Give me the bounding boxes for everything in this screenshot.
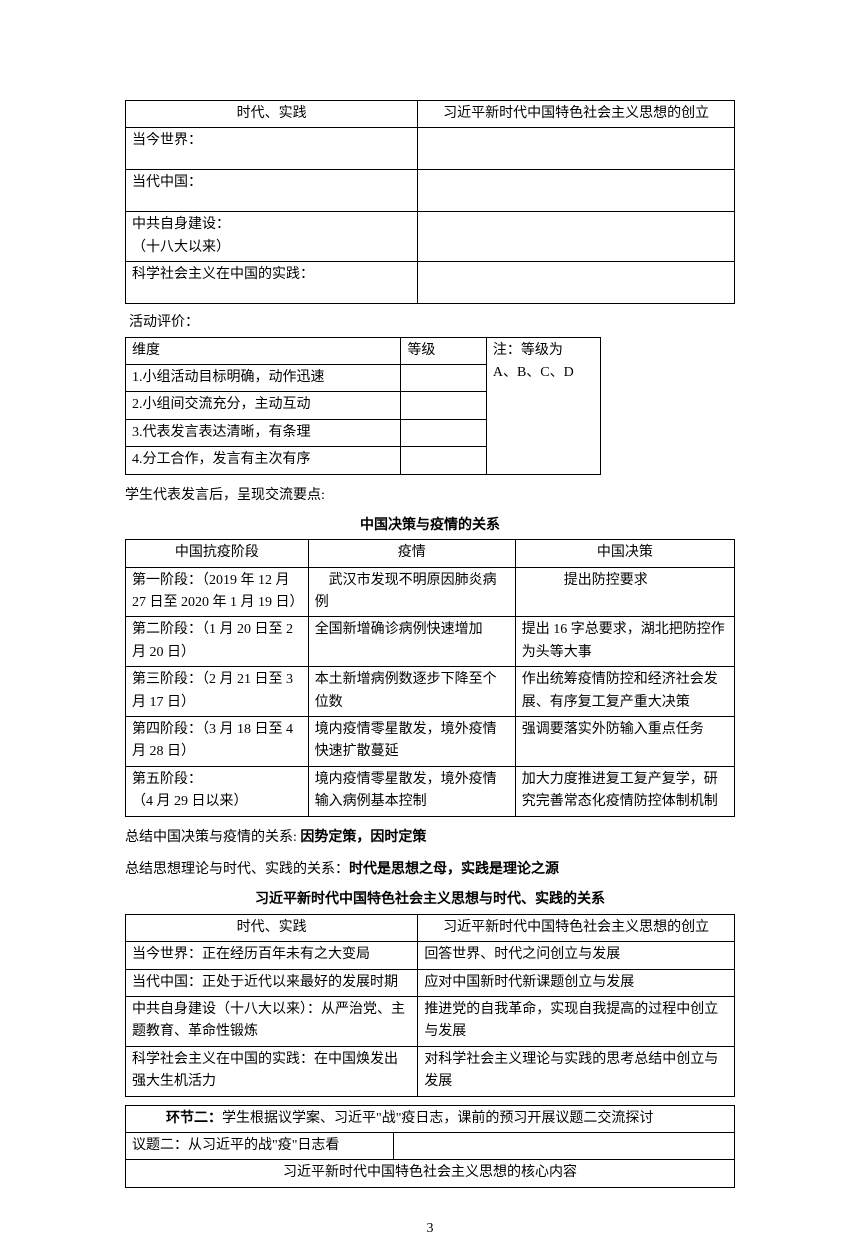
table-row: 当代中国：正处于近代以来最好的发展时期 应对中国新时代新课题创立与发展 [126,969,735,996]
summary-2-pre: 总结思想理论与时代、实践的关系： [125,862,349,877]
cell: 科学社会主义在中国的实践： [126,262,418,304]
table-row: 维度 等级 注：等级为 A、B、C、D [126,337,601,364]
cell: 本土新增病例数逐步下降至个位数 [308,667,515,717]
table-row: 时代、实践 习近平新时代中国特色社会主义思想的创立 [126,101,735,128]
summary-1: 总结中国决策与疫情的关系: 因势定策，因时定策 [125,827,735,849]
cell: 加大力度推进复工复产复学，研究完善常态化疫情防控体制机制 [515,766,734,816]
cell: 2.小组间交流充分，主动互动 [126,392,401,419]
header-cell: 中国决策 [515,540,734,567]
table-row: 当代中国： [126,170,735,212]
cell: 第五阶段： （4 月 29 日以来） [126,766,309,816]
topic-two-line2: 习近平新时代中国特色社会主义思想的核心内容 [126,1160,735,1187]
cell: 当代中国： [126,170,418,212]
cell [418,262,735,304]
title-xi: 习近平新时代中国特色社会主义思想与时代、实践的关系 [125,889,735,911]
note-cell: 注：等级为 A、B、C、D [486,337,600,474]
cell: 第三阶段：（2 月 21 日至 3 月 17 日） [126,667,309,717]
section-two-line: 环节二：学生根据议学案、习近平"战"疫日志，课前的预习开展议题二交流探讨 [126,1105,735,1132]
title-relation: 中国决策与疫情的关系 [125,515,735,537]
summary-1-bold: 因势定策，因时定策 [300,830,426,845]
header-cell: 维度 [126,337,401,364]
summary-2-bold: 时代是思想之母，实践是理论之源 [349,862,559,877]
table-row: 中国抗疫阶段 疫情 中国决策 [126,540,735,567]
table-row: 第五阶段： （4 月 29 日以来） 境内疫情零星散发，境外疫情输入病例基本控制… [126,766,735,816]
table-row: 习近平新时代中国特色社会主义思想的核心内容 [126,1160,735,1187]
cell: 4.分工合作，发言有主次有序 [126,447,401,474]
cell: 第一阶段：（2019 年 12 月27 日至 2020 年 1 月 19 日） [126,567,309,617]
cell: 提出 16 字总要求，湖北把防控作为头等大事 [515,617,734,667]
table-row: 中共自身建设： （十八大以来） [126,212,735,262]
table-row: 当今世界：正在经历百年未有之大变局 回答世界、时代之问创立与发展 [126,942,735,969]
cell [401,447,486,474]
cell: 中共自身建设（十八大以来）：从严治党、主题教育、革命性锻炼 [126,996,418,1046]
summary-1-pre: 总结中国决策与疫情的关系: [125,830,300,845]
table-row: 当今世界： [126,128,735,170]
cell [418,128,735,170]
cell: 第四阶段：（3 月 18 日至 4 月 28 日） [126,717,309,767]
section-two-bold: 环节二： [166,1111,222,1126]
cell: 应对中国新时代新课题创立与发展 [418,969,735,996]
summary-2: 总结思想理论与时代、实践的关系：时代是思想之母，实践是理论之源 [125,859,735,881]
cell: 境内疫情零星散发，境外疫情快速扩散蔓延 [308,717,515,767]
header-cell: 习近平新时代中国特色社会主义思想的创立 [418,101,735,128]
cell: 科学社会主义在中国的实践：在中国焕发出强大生机活力 [126,1046,418,1096]
cell: 作出统筹疫情防控和经济社会发展、有序复工复产重大决策 [515,667,734,717]
cell: 提出防控要求 [515,567,734,617]
cell [418,212,735,262]
cell: 境内疫情零星散发，境外疫情输入病例基本控制 [308,766,515,816]
table-row: 第四阶段：（3 月 18 日至 4 月 28 日） 境内疫情零星散发，境外疫情快… [126,717,735,767]
table-row: 环节二：学生根据议学案、习近平"战"疫日志，课前的预习开展议题二交流探讨 [126,1105,735,1132]
header-cell: 时代、实践 [126,101,418,128]
table-decisions-epidemic: 中国抗疫阶段 疫情 中国决策 第一阶段：（2019 年 12 月27 日至 20… [125,539,735,816]
cell: 1.小组活动目标明确，动作迅速 [126,364,401,391]
cell: 3.代表发言表达清晰，有条理 [126,419,401,446]
cell: 中共自身建设： （十八大以来） [126,212,418,262]
table-row: 第二阶段：（1 月 20 日至 2 月 20 日） 全国新增确诊病例快速增加 提… [126,617,735,667]
table-row: 科学社会主义在中国的实践：在中国焕发出强大生机活力 对科学社会主义理论与实践的思… [126,1046,735,1096]
cell: 当今世界：正在经历百年未有之大变局 [126,942,418,969]
cell: 推进党的自我革命，实现自我提高的过程中创立与发展 [418,996,735,1046]
cell: 对科学社会主义理论与实践的思考总结中创立与发展 [418,1046,735,1096]
header-cell: 时代、实践 [126,914,418,941]
page-number: 3 [125,1218,735,1240]
cell [393,1132,734,1159]
header-cell: 习近平新时代中国特色社会主义思想的创立 [418,914,735,941]
cell: 回答世界、时代之问创立与发展 [418,942,735,969]
cell: 议题二：从习近平的战"疫"日志看 [126,1132,394,1159]
table-era-practice-filled: 时代、实践 习近平新时代中国特色社会主义思想的创立 当今世界：正在经历百年未有之… [125,914,735,1097]
table-row: 第一阶段：（2019 年 12 月27 日至 2020 年 1 月 19 日） … [126,567,735,617]
cell [401,364,486,391]
header-cell: 中国抗疫阶段 [126,540,309,567]
table-evaluation: 维度 等级 注：等级为 A、B、C、D 1.小组活动目标明确，动作迅速 2.小组… [125,337,601,475]
table-row: 议题二：从习近平的战"疫"日志看 [126,1132,735,1159]
cell: 当今世界： [126,128,418,170]
cell: 强调要落实外防输入重点任务 [515,717,734,767]
cell [401,392,486,419]
section-two-text: 学生根据议学案、习近平"战"疫日志，课前的预习开展议题二交流探讨 [222,1111,653,1126]
cell: 武汉市发现不明原因肺炎病例 [308,567,515,617]
cell [401,419,486,446]
table-row: 第三阶段：（2 月 21 日至 3 月 17 日） 本土新增病例数逐步下降至个位… [126,667,735,717]
cell: 全国新增确诊病例快速增加 [308,617,515,667]
table-section-two: 环节二：学生根据议学案、习近平"战"疫日志，课前的预习开展议题二交流探讨 议题二… [125,1105,735,1188]
table-row: 中共自身建设（十八大以来）：从严治党、主题教育、革命性锻炼 推进党的自我革命，实… [126,996,735,1046]
cell [418,170,735,212]
cell: 第二阶段：（1 月 20 日至 2 月 20 日） [126,617,309,667]
table-row: 时代、实践 习近平新时代中国特色社会主义思想的创立 [126,914,735,941]
speaker-line: 学生代表发言后，呈现交流要点: [125,485,735,507]
evaluation-label: 活动评价： [125,312,735,334]
cell: 当代中国：正处于近代以来最好的发展时期 [126,969,418,996]
table-era-practice-blank: 时代、实践 习近平新时代中国特色社会主义思想的创立 当今世界： 当代中国： 中共… [125,100,735,304]
table-row: 科学社会主义在中国的实践： [126,262,735,304]
header-cell: 疫情 [308,540,515,567]
header-cell: 等级 [401,337,486,364]
